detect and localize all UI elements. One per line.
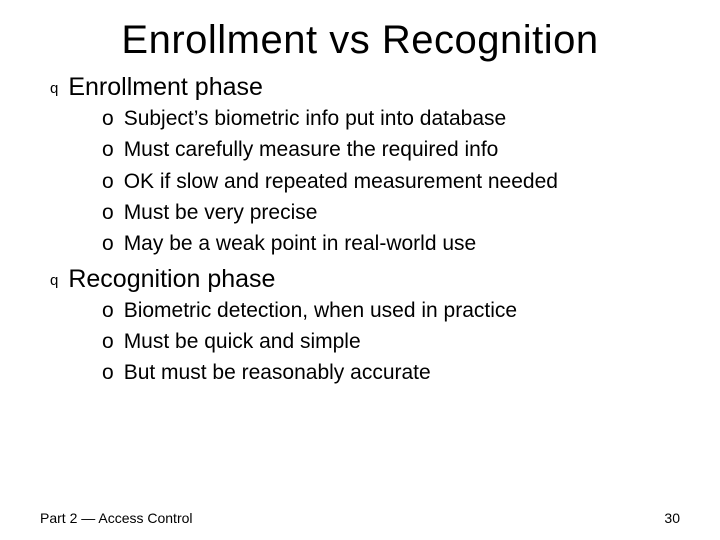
list-item: o OK if slow and repeated measurement ne… [102, 168, 680, 196]
list-item-text: Biometric detection, when used in practi… [124, 297, 517, 325]
section-label: Enrollment phase [68, 73, 263, 102]
list-item: o May be a weak point in real-world use [102, 230, 680, 258]
footer: Part 2 — Access Control 30 [40, 510, 680, 526]
section-label: Recognition phase [68, 265, 275, 294]
slide: Enrollment vs Recognition q Enrollment p… [0, 0, 720, 540]
circle-bullet-icon: o [102, 297, 114, 325]
list-item-text: Must carefully measure the required info [124, 136, 499, 164]
list-item-text: Subject’s biometric info put into databa… [124, 105, 507, 133]
list-item-text: But must be reasonably accurate [124, 359, 431, 387]
list-item-text: OK if slow and repeated measurement need… [124, 168, 558, 196]
square-bullet-icon: q [50, 273, 58, 288]
list-item-text: Must be very precise [124, 199, 318, 227]
list-item: o Subject’s biometric info put into data… [102, 105, 680, 133]
page-title: Enrollment vs Recognition [40, 18, 680, 63]
list-item-text: Must be quick and simple [124, 328, 361, 356]
footer-text: Part 2 — Access Control [40, 510, 193, 526]
recognition-list: o Biometric detection, when used in prac… [102, 297, 680, 388]
page-number: 30 [664, 510, 680, 526]
list-item: o But must be reasonably accurate [102, 359, 680, 387]
circle-bullet-icon: o [102, 105, 114, 133]
section-enrollment: q Enrollment phase [50, 73, 680, 102]
enrollment-list: o Subject’s biometric info put into data… [102, 105, 680, 259]
list-item-text: May be a weak point in real-world use [124, 230, 477, 258]
square-bullet-icon: q [50, 81, 58, 96]
list-item: o Must carefully measure the required in… [102, 136, 680, 164]
circle-bullet-icon: o [102, 136, 114, 164]
circle-bullet-icon: o [102, 328, 114, 356]
circle-bullet-icon: o [102, 199, 114, 227]
section-recognition: q Recognition phase [50, 265, 680, 294]
circle-bullet-icon: o [102, 168, 114, 196]
list-item: o Biometric detection, when used in prac… [102, 297, 680, 325]
list-item: o Must be very precise [102, 199, 680, 227]
list-item: o Must be quick and simple [102, 328, 680, 356]
circle-bullet-icon: o [102, 230, 114, 258]
circle-bullet-icon: o [102, 359, 114, 387]
